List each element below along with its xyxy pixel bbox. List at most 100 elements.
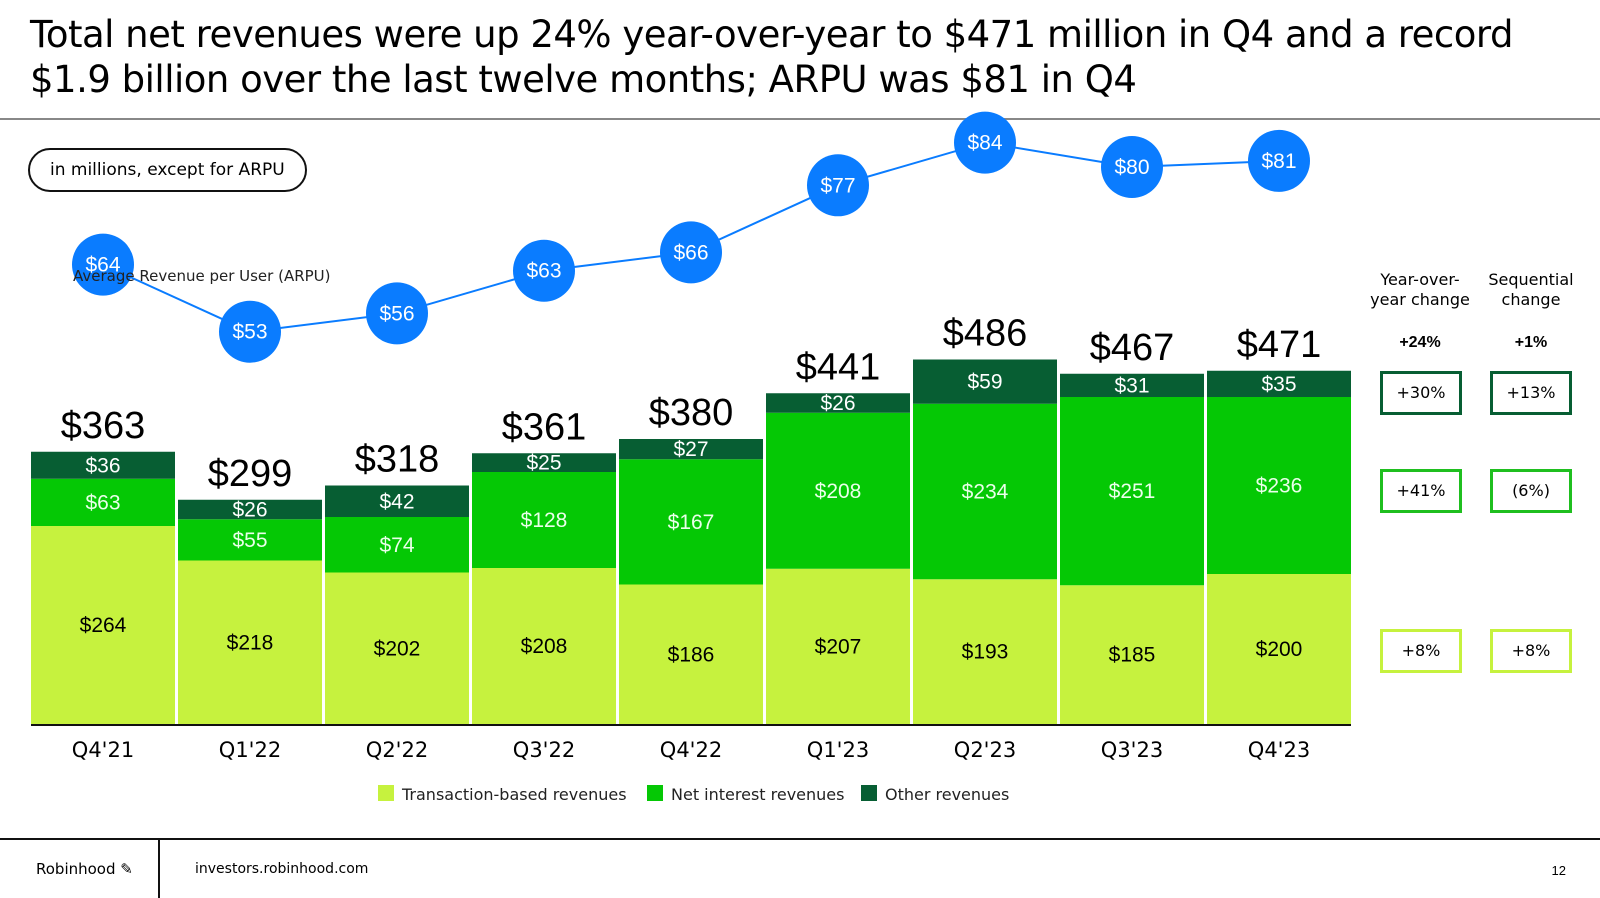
bar-segment-net-interest bbox=[619, 459, 763, 585]
arpu-label: $53 bbox=[232, 321, 267, 344]
arpu-title: Average Revenue per User (ARPU) bbox=[73, 267, 331, 285]
footer-separator bbox=[158, 838, 160, 898]
bar-segment-net-interest bbox=[31, 478, 175, 526]
bar-segment-transaction bbox=[472, 568, 616, 724]
seq-net-interest-box: (6%) bbox=[1490, 469, 1572, 513]
bar-segment-other bbox=[1207, 370, 1351, 397]
bar-segment-other bbox=[178, 499, 322, 520]
arpu-label: $66 bbox=[673, 241, 708, 264]
bar-segment-net-interest bbox=[766, 412, 910, 569]
total-label: $363 bbox=[61, 405, 146, 447]
data-label: $193 bbox=[962, 641, 1009, 664]
arpu-point bbox=[219, 300, 281, 363]
arpu-label: $77 bbox=[820, 174, 855, 197]
x-tick-label: Q3'22 bbox=[513, 738, 575, 762]
arpu-point bbox=[366, 282, 428, 345]
x-tick-label: Q2'23 bbox=[954, 738, 1016, 762]
total-label: $467 bbox=[1090, 327, 1175, 369]
footer-divider bbox=[0, 838, 1600, 840]
brand-name: Robinhood bbox=[36, 860, 116, 878]
arpu-label: $56 bbox=[379, 302, 414, 325]
bar-segment-transaction bbox=[1060, 585, 1204, 724]
data-label: $31 bbox=[1114, 374, 1149, 397]
feather-icon: ✎ bbox=[120, 860, 133, 878]
data-label: $74 bbox=[379, 534, 414, 557]
x-tick-label: Q1'22 bbox=[219, 738, 281, 762]
total-label: $380 bbox=[649, 392, 734, 434]
arpu-label: $80 bbox=[1114, 156, 1149, 179]
total-label: $441 bbox=[796, 346, 881, 388]
bar-segment-transaction bbox=[31, 526, 175, 724]
legend-label: Transaction-based revenues bbox=[401, 785, 627, 804]
data-label: $186 bbox=[668, 643, 715, 666]
arpu-label: $84 bbox=[967, 132, 1002, 155]
data-label: $185 bbox=[1109, 644, 1156, 667]
bar-segment-transaction bbox=[325, 572, 469, 724]
data-label: $202 bbox=[374, 637, 421, 660]
x-tick-label: Q4'23 bbox=[1248, 738, 1310, 762]
total-label: $318 bbox=[355, 439, 440, 481]
legend-swatch bbox=[861, 785, 877, 801]
yoy-header: Year-over- year change bbox=[1365, 270, 1475, 310]
seq-transaction-box: +8% bbox=[1490, 629, 1572, 673]
bar-segment-transaction bbox=[913, 579, 1057, 724]
arpu-point bbox=[954, 111, 1016, 174]
data-label: $35 bbox=[1261, 373, 1296, 396]
yoy-header-line2: year change bbox=[1370, 290, 1470, 309]
bar-segment-net-interest bbox=[178, 519, 322, 561]
bar-segment-other bbox=[1060, 373, 1204, 397]
arpu-point bbox=[1248, 129, 1310, 192]
seq-total: +1% bbox=[1514, 334, 1548, 351]
seq-header: Sequential change bbox=[1476, 270, 1586, 310]
title-line-2: $1.9 billion over the last twelve months… bbox=[30, 58, 1137, 101]
bar-segment-transaction bbox=[1207, 574, 1351, 724]
data-label: $59 bbox=[967, 371, 1002, 394]
total-label: $471 bbox=[1237, 324, 1322, 366]
brand-logo: Robinhood ✎ bbox=[36, 860, 133, 878]
page-number: 12 bbox=[1551, 863, 1566, 878]
header-divider bbox=[0, 118, 1600, 120]
bar-segment-other bbox=[913, 359, 1057, 404]
data-label: $63 bbox=[85, 491, 120, 514]
seq-header-line1: Sequential bbox=[1488, 270, 1574, 289]
data-label: $128 bbox=[521, 509, 568, 532]
yoy-header-line1: Year-over- bbox=[1380, 270, 1460, 289]
data-label: $208 bbox=[521, 635, 568, 658]
bar-segment-transaction bbox=[766, 568, 910, 724]
bar-segment-other bbox=[766, 393, 910, 413]
data-label: $251 bbox=[1109, 480, 1156, 503]
bar-segment-transaction bbox=[619, 584, 763, 724]
arpu-point bbox=[513, 239, 575, 302]
page-title: Total net revenues were up 24% year-over… bbox=[30, 12, 1513, 102]
legend-swatch bbox=[647, 785, 663, 801]
bar-segment-net-interest bbox=[1207, 397, 1351, 574]
bar-segment-other bbox=[619, 439, 763, 460]
bar-segment-net-interest bbox=[325, 517, 469, 573]
unit-note: in millions, except for ARPU bbox=[28, 148, 307, 192]
total-label: $486 bbox=[943, 313, 1028, 355]
yoy-total: +24% bbox=[1399, 334, 1441, 351]
seq-other-box: +13% bbox=[1490, 371, 1572, 415]
arpu-label: $63 bbox=[526, 260, 561, 283]
data-label: $36 bbox=[85, 454, 120, 477]
data-label: $200 bbox=[1256, 638, 1303, 661]
yoy-net-interest-box: +41% bbox=[1380, 469, 1462, 513]
data-label: $234 bbox=[962, 481, 1009, 504]
yoy-other-box: +30% bbox=[1380, 371, 1462, 415]
arpu-point bbox=[660, 221, 722, 284]
bar-segment-transaction bbox=[178, 560, 322, 724]
seq-header-line2: change bbox=[1501, 290, 1561, 309]
arpu-point bbox=[807, 154, 869, 217]
data-label: $208 bbox=[815, 480, 862, 503]
x-tick-label: Q4'21 bbox=[72, 738, 134, 762]
data-label: $55 bbox=[232, 529, 267, 552]
x-tick-label: Q4'22 bbox=[660, 738, 722, 762]
site-link[interactable]: investors.robinhood.com bbox=[195, 861, 369, 877]
legend-label: Net interest revenues bbox=[671, 785, 844, 804]
yoy-transaction-box: +8% bbox=[1380, 629, 1462, 673]
data-label: $218 bbox=[227, 631, 274, 654]
bar-segment-other bbox=[325, 485, 469, 517]
legend-label: Other revenues bbox=[885, 785, 1009, 804]
bar-segment-net-interest bbox=[1060, 397, 1204, 586]
arpu-point bbox=[72, 233, 134, 296]
